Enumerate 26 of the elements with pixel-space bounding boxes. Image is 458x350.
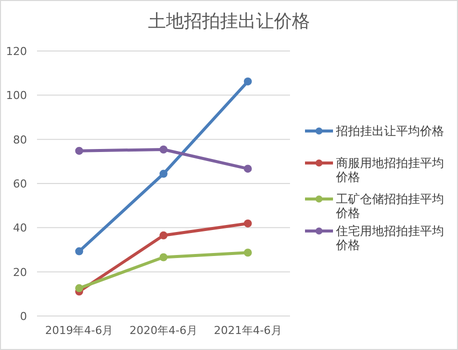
x-tick-label: 2021年4-6月: [214, 324, 282, 337]
point: [244, 219, 252, 228]
y-tick-label: 80: [13, 133, 27, 146]
chart-title: 土地招拍挂出让价格: [148, 11, 310, 32]
y-tick-label: 100: [6, 89, 27, 102]
point: [244, 77, 252, 86]
point: [160, 231, 168, 240]
legend-label: 商服用地招拍挂平均价格: [336, 156, 445, 184]
point: [160, 253, 168, 262]
point: [75, 146, 84, 155]
point: [244, 248, 252, 257]
point: [244, 164, 252, 173]
y-tick-label: 0: [20, 310, 27, 323]
point: [160, 145, 168, 154]
y-tick-label: 20: [13, 266, 27, 279]
x-tick-label: 2020年4-6月: [130, 324, 198, 337]
legend-label: 工矿仓储招拍挂平均价格: [336, 192, 445, 220]
point: [160, 170, 168, 178]
y-tick-label: 120: [6, 45, 27, 58]
x-tick-label: 2019年4-6月: [45, 324, 114, 337]
y-tick-label: 60: [13, 178, 27, 190]
y-tick-label: 40: [13, 222, 27, 235]
point: [75, 284, 84, 292]
point: [75, 247, 84, 256]
legend-label: 招拍挂出让平均价格: [336, 124, 445, 138]
legend-label: 住宅用地招拍挂平均价格: [336, 224, 445, 252]
